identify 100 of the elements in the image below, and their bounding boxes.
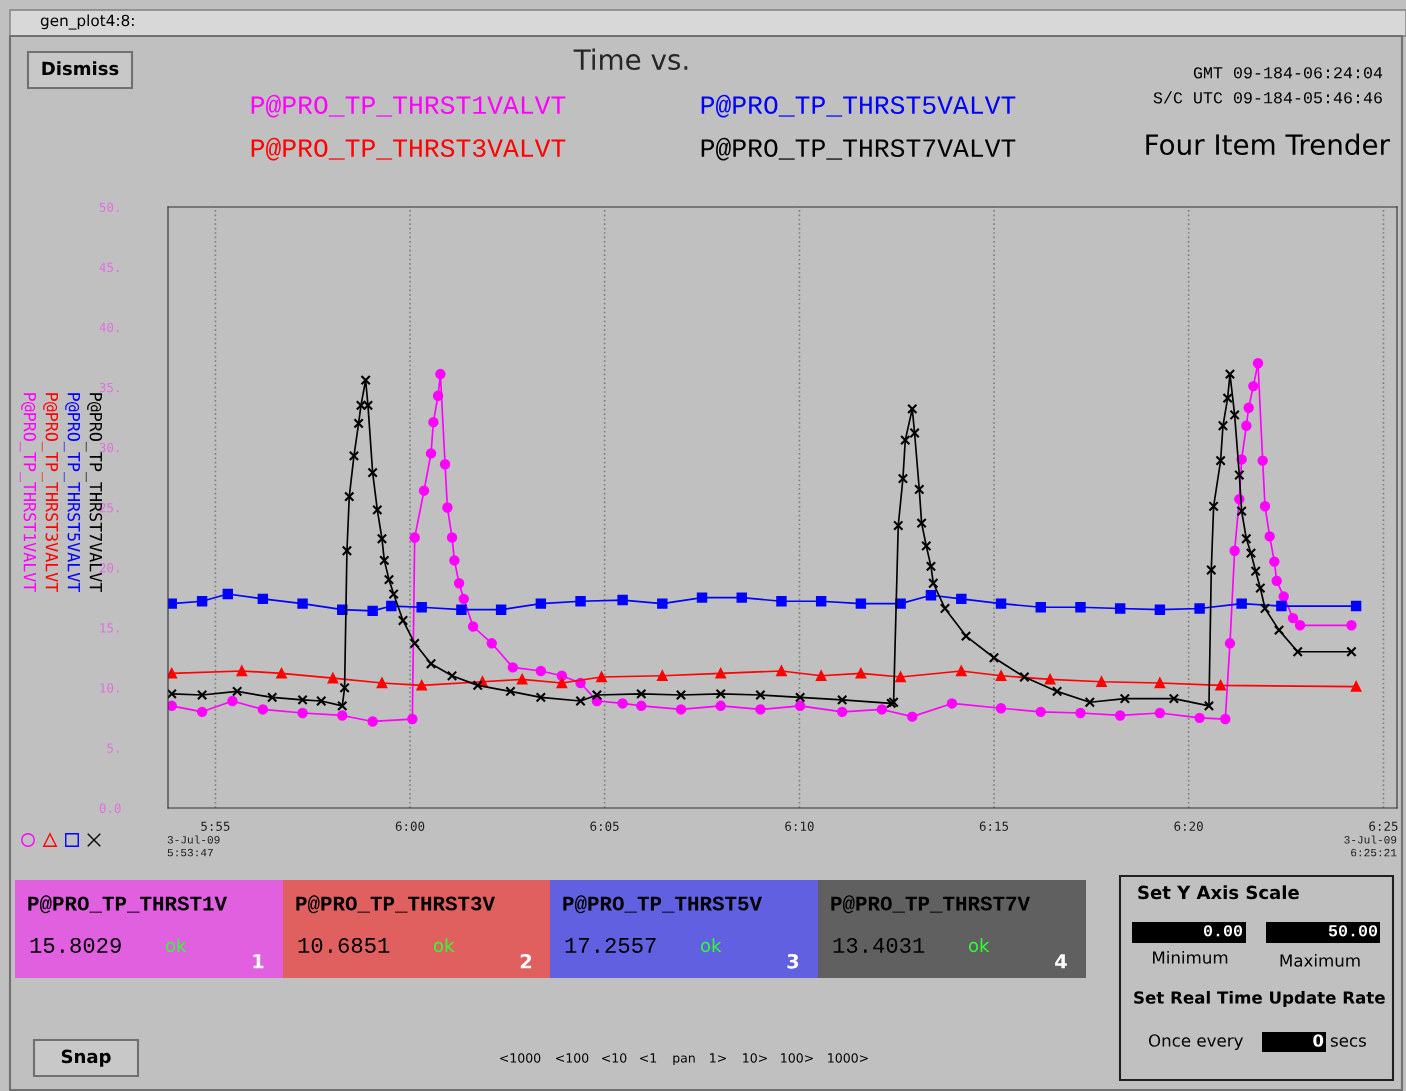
y-tick-label: 40. <box>99 322 119 333</box>
text: <1000 <box>500 1053 541 1063</box>
point <box>696 592 708 603</box>
text: 10> <box>743 1053 767 1063</box>
text: P@PRO_TP_THRST7V <box>831 895 1031 914</box>
text: P@PRO_TP_THRST5VALVT <box>63 393 81 592</box>
point <box>1236 598 1247 609</box>
y-tick-label: 35. <box>99 382 119 393</box>
chart-title: Time vs. <box>573 48 688 71</box>
point <box>276 668 287 679</box>
text: 3-Jul-09 5:53:47 <box>167 835 220 857</box>
text: GMT 09-184-06:24:04 <box>1193 67 1383 79</box>
point <box>995 598 1007 609</box>
y-tick-label: 15. <box>100 623 119 633</box>
text: P@PRO_TP_THRST3VALVT <box>251 137 566 161</box>
point <box>327 672 339 684</box>
point <box>168 598 177 609</box>
point <box>386 600 397 612</box>
point <box>895 671 906 683</box>
text: <10 <box>602 1053 627 1063</box>
text: 10.6851 <box>298 937 390 953</box>
text: 17.2557 <box>565 937 656 953</box>
text: ok <box>969 938 990 953</box>
point <box>1215 680 1226 691</box>
point <box>556 677 568 689</box>
point <box>1154 677 1166 689</box>
text: 1000> <box>828 1053 868 1063</box>
point <box>1075 602 1086 613</box>
text: 2 <box>520 953 532 969</box>
point <box>956 593 967 605</box>
point <box>776 596 787 607</box>
text: 3-Jul-09 6:25:21 <box>1344 835 1397 857</box>
text: P@PRO_TP_THRST7VALVT <box>701 137 1016 161</box>
text: 100> <box>781 1053 813 1063</box>
point <box>657 670 668 681</box>
text: ok <box>701 938 722 953</box>
text: P@PRO_TP_THRST5VALVT <box>701 94 1016 118</box>
point <box>1350 681 1362 692</box>
point <box>196 596 208 607</box>
point <box>222 588 234 600</box>
point <box>956 665 967 677</box>
y-tick-label: 10. <box>100 683 119 693</box>
y-tick-label: 5. <box>107 743 119 753</box>
y-tick-label: 25. <box>99 503 119 513</box>
x-tick-label: 6:15 <box>979 821 1009 831</box>
text: P@PRO_TP_THRST3VALVT <box>41 393 59 592</box>
point <box>736 592 747 603</box>
point <box>995 670 1007 681</box>
point <box>657 598 668 609</box>
text: 1> <box>710 1053 726 1063</box>
text: Four Item Trender <box>1146 133 1390 156</box>
point <box>1154 604 1166 615</box>
text: Once every <box>1148 1034 1243 1051</box>
point <box>1350 600 1362 612</box>
text: 1 <box>253 954 264 969</box>
point <box>1194 603 1205 614</box>
point <box>376 677 388 689</box>
point <box>1096 676 1107 687</box>
point <box>456 604 467 615</box>
text: Set Real Time Update Rate <box>1134 990 1385 1008</box>
x-tick-label: 6:20 <box>1174 821 1203 831</box>
x-tick-label: 6:10 <box>785 821 814 831</box>
point <box>855 598 867 609</box>
point <box>1044 674 1056 685</box>
text: P@PRO_TP_THRST5V <box>563 895 763 914</box>
point <box>1114 603 1126 614</box>
point <box>575 596 586 607</box>
y-tick-label: 20. <box>99 563 119 573</box>
text: Dismiss <box>42 61 119 76</box>
point <box>596 671 607 683</box>
text: Maximum <box>1280 953 1360 967</box>
text: Snap <box>61 1049 111 1067</box>
point <box>776 665 787 677</box>
text: 4 <box>1055 954 1067 969</box>
text: ok <box>434 938 455 953</box>
text: <1 <box>640 1053 657 1063</box>
text: 0.00 <box>1203 925 1243 937</box>
point <box>815 596 827 607</box>
text: 3 <box>787 953 799 969</box>
text: 13.4031 <box>833 937 925 953</box>
point <box>367 605 378 617</box>
point <box>416 602 427 613</box>
point <box>815 670 827 681</box>
point <box>257 593 269 605</box>
text: P@PRO_TP_THRST1VALVT <box>251 94 566 118</box>
text: ok <box>166 938 187 953</box>
point <box>168 668 177 679</box>
point <box>1276 600 1287 612</box>
text: P@PRO_TP_THRST1V <box>28 895 228 914</box>
point <box>495 604 507 615</box>
text: 50.00 <box>1328 925 1378 937</box>
text: <100 <box>556 1053 589 1063</box>
point <box>617 594 628 606</box>
point <box>715 668 726 679</box>
text: P@PRO_TP_THRST3V <box>296 895 496 914</box>
text: Minimum <box>1153 950 1228 964</box>
text: gen_plot4:8: <box>40 14 134 30</box>
point <box>535 598 547 609</box>
y-tick-label: 45. <box>99 262 119 273</box>
point <box>925 590 937 601</box>
